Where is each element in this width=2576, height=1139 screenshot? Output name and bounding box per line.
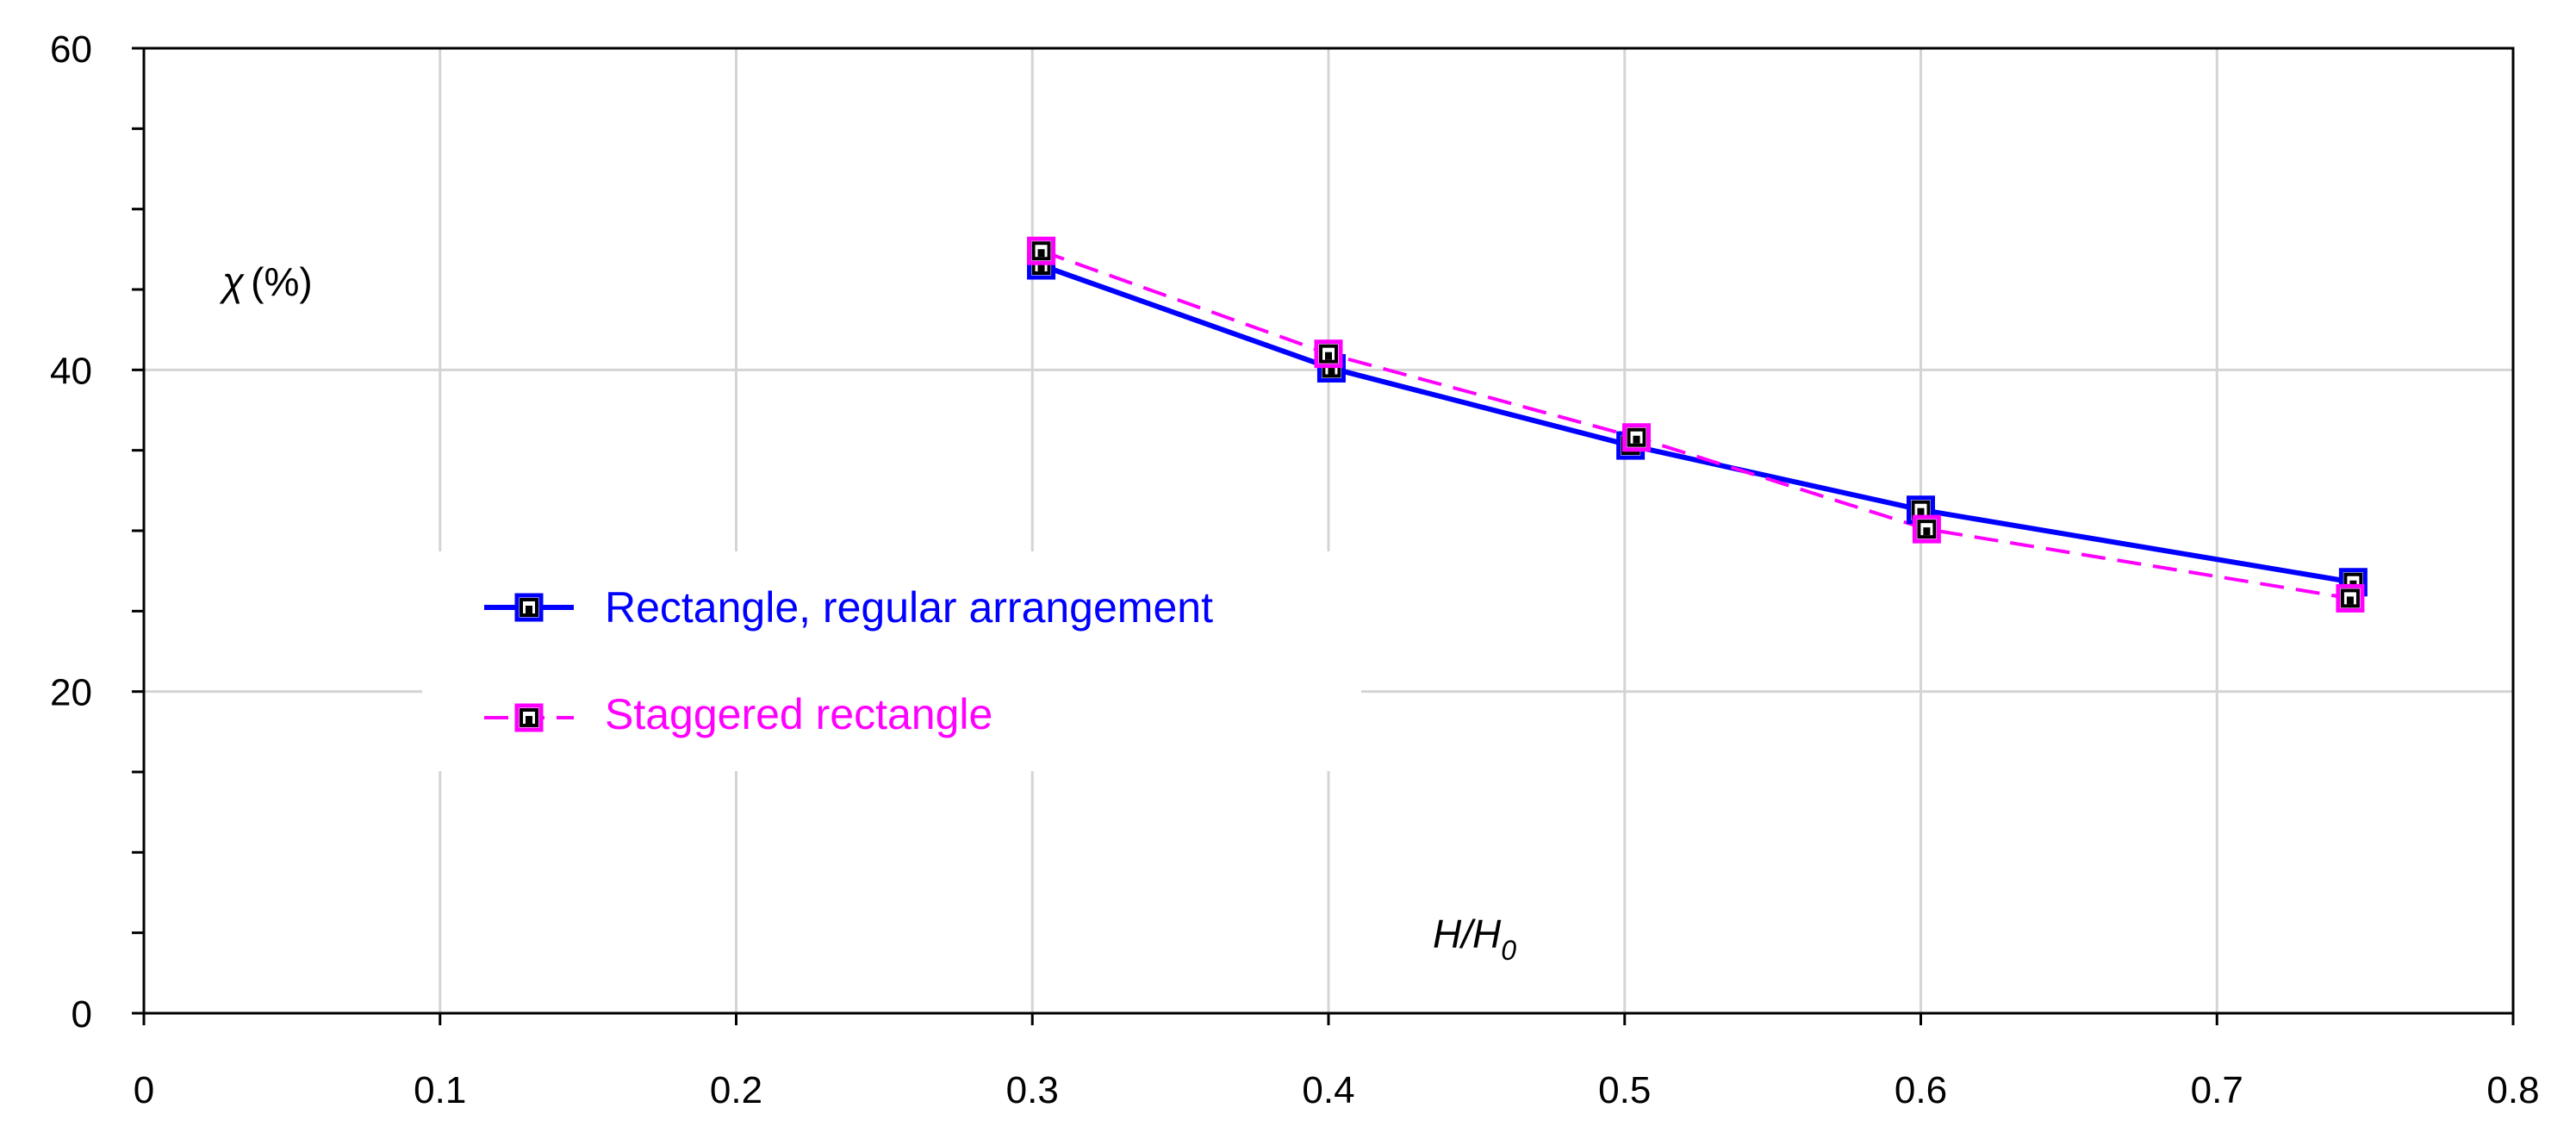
x-axis-subscript: 0 [1501, 935, 1516, 966]
legend-box [422, 551, 1361, 771]
y-axis-title: χ (%) [219, 259, 313, 304]
x-tick-label: 0.2 [710, 1069, 762, 1111]
y-tick-label: 60 [50, 28, 92, 71]
y-tick-label: 40 [50, 350, 92, 392]
x-tick-label: 0.7 [2191, 1069, 2243, 1111]
x-axis-title: H/H0 [1433, 912, 1516, 966]
data-point-staggered [1314, 339, 1343, 369]
legend: Rectangle, regular arrangement Staggered… [422, 551, 1361, 771]
data-point-staggered [1622, 423, 1651, 452]
data-series [1027, 236, 2368, 613]
data-point-staggered [2336, 583, 2365, 613]
data-point-staggered [1912, 514, 1941, 544]
legend-sample-staggered [484, 703, 574, 732]
y-tick-label: 0 [72, 993, 92, 1036]
x-tick-label: 0.8 [2486, 1069, 2539, 1111]
x-tick-label: 0.4 [1302, 1069, 1354, 1111]
y-axis-symbol: χ [219, 259, 245, 304]
legend-sample-regular [484, 593, 574, 622]
axes: 0 20 40 60 0 0.1 0.2 0.3 0.4 0.5 0.6 0.7 0.8 [50, 28, 2540, 1111]
legend-label-regular: Rectangle, regular arrangement [605, 583, 1213, 632]
x-tick-label: 0 [134, 1069, 154, 1111]
x-axis-main: H/H [1433, 912, 1502, 956]
x-tick-label: 0.3 [1006, 1069, 1059, 1111]
legend-marker [514, 593, 544, 622]
legend-label-staggered: Staggered rectangle [605, 690, 992, 738]
data-point-staggered [1027, 236, 1056, 265]
legend-marker [514, 703, 544, 732]
x-tick-label: 0.1 [414, 1069, 466, 1111]
y-tick-label: 20 [50, 672, 92, 714]
x-tick-label: 0.6 [1895, 1069, 1947, 1111]
y-axis-unit: (%) [251, 259, 313, 304]
x-tick-label: 0.5 [1598, 1069, 1651, 1111]
